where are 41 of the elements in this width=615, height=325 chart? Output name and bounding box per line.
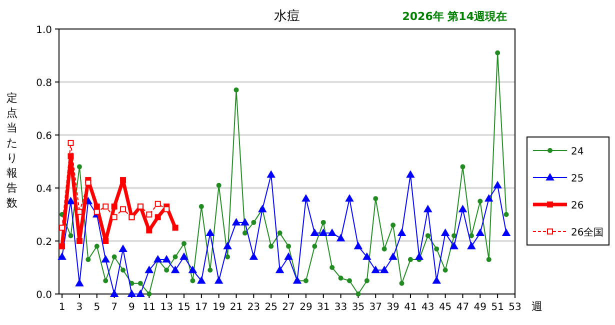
x-tick-label: 51 xyxy=(491,302,504,313)
x-tick-label: 53 xyxy=(508,302,522,313)
y-tick-label: 1.0 xyxy=(36,25,52,36)
chart-title: 水痘 xyxy=(274,9,300,24)
legend-label: 24 xyxy=(571,146,584,158)
x-tick-label: 43 xyxy=(422,302,434,313)
y-axis-title: 定点当たり報告数 xyxy=(6,92,18,210)
x-tick-label: 19 xyxy=(212,302,226,313)
legend-label: 25 xyxy=(571,174,584,184)
x-tick-label: 9 xyxy=(128,302,135,313)
chart-subtitle: 2026年 第14週現在 xyxy=(402,10,507,23)
x-tick-label: 33 xyxy=(334,302,348,313)
legend-label: 26全国 xyxy=(571,226,604,238)
x-tick-label: 5 xyxy=(94,302,100,313)
x-tick-label: 31 xyxy=(317,302,330,313)
x-tick-label: 47 xyxy=(456,302,470,313)
x-tick-label: 11 xyxy=(142,302,156,313)
legend-label: 26 xyxy=(571,200,584,212)
x-tick-label: 3 xyxy=(76,302,83,313)
x-tick-label: 17 xyxy=(195,302,208,313)
x-tick-label: 23 xyxy=(247,302,260,313)
x-tick-label: 37 xyxy=(369,302,382,313)
y-tick-label: 0.8 xyxy=(36,78,52,89)
y-tick-label: 0.0 xyxy=(36,290,52,301)
x-tick-label: 45 xyxy=(438,302,452,313)
y-tick-label: 0.6 xyxy=(36,131,52,142)
y-tick-label: 0.2 xyxy=(36,237,52,248)
x-tick-label: 7 xyxy=(111,302,118,313)
x-tick-label: 25 xyxy=(264,302,278,313)
x-tick-label: 35 xyxy=(352,302,365,313)
x-axis-title: 週 xyxy=(532,300,542,313)
x-tick-label: 27 xyxy=(282,302,295,313)
x-tick-label: 49 xyxy=(474,302,487,313)
x-tick-label: 13 xyxy=(160,302,173,313)
x-tick-label: 21 xyxy=(230,302,243,313)
x-tick-label: 15 xyxy=(178,302,190,313)
x-tick-label: 29 xyxy=(300,302,312,313)
x-tick-label: 1 xyxy=(58,302,66,313)
y-tick-label: 0.4 xyxy=(36,184,52,195)
x-tick-label: 39 xyxy=(386,302,400,313)
x-tick-label: 41 xyxy=(404,302,417,313)
